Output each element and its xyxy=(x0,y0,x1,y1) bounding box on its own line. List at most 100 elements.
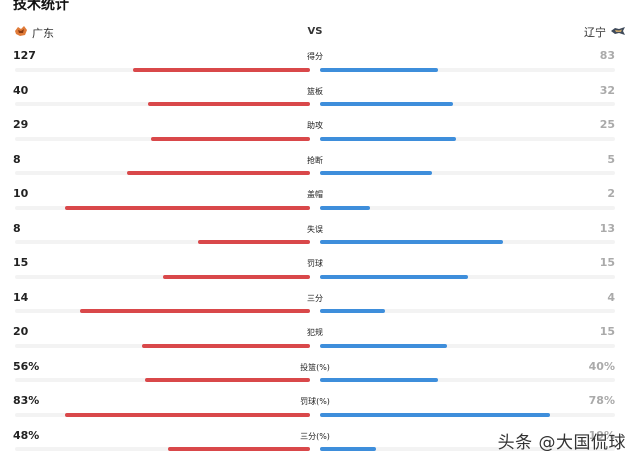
stats-list: 127 得分 83 40 篮板 32 29 助攻 25 8 抢断 5 10 盖帽 2 8 失误 13 15 罚球 15 1… xyxy=(0,44,640,458)
stat-right-value: 78% xyxy=(588,394,615,407)
stat-left-bar xyxy=(162,274,310,279)
stat-right-bar xyxy=(320,378,438,382)
stat-row: 40 篮板 32 xyxy=(0,79,640,114)
stat-row: 29 助攻 25 xyxy=(0,113,640,148)
stat-right-track xyxy=(320,378,615,382)
stat-left-value: 56% xyxy=(13,359,40,373)
page-title: 技术统计 xyxy=(13,0,69,13)
stat-right-value: 2 xyxy=(607,187,615,200)
stat-left-track xyxy=(15,205,310,210)
stat-left-bar xyxy=(65,412,310,417)
stat-left-track xyxy=(15,102,310,106)
match-header: 广东 VS 辽宁 xyxy=(0,22,640,44)
stat-left-value: 83% xyxy=(13,394,40,407)
stat-left-value: 20 xyxy=(13,325,29,338)
watermark: 头条 @大国侃球 xyxy=(497,433,626,453)
stat-right-value: 13 xyxy=(599,221,615,235)
stat-label: 罚球 xyxy=(307,259,323,268)
stat-label: 盖帽 xyxy=(307,190,323,199)
stat-row: 56% 投篮(%) 40% xyxy=(0,355,640,390)
stat-row: 14 三分 4 xyxy=(0,286,640,321)
stat-right-value: 15 xyxy=(599,256,615,269)
stat-left-bar xyxy=(65,205,310,210)
stat-left-bar xyxy=(168,447,310,451)
stat-left-value: 40 xyxy=(13,83,29,97)
stat-right-value: 25 xyxy=(599,118,615,131)
stat-row: 83% 罚球(%) 78% xyxy=(0,389,640,424)
stat-right-bar xyxy=(320,309,385,313)
stat-label: 犯规 xyxy=(307,328,323,337)
stat-right-track xyxy=(320,67,615,72)
stat-left-bar xyxy=(147,102,310,106)
team-right-name: 辽宁 xyxy=(584,26,606,39)
stat-right-track xyxy=(320,309,615,313)
stat-row: 8 抢断 5 xyxy=(0,148,640,183)
stat-label: 失误 xyxy=(307,224,323,234)
stat-right-track xyxy=(320,343,615,348)
stat-label: 得分 xyxy=(307,52,323,61)
team-left-name: 广东 xyxy=(32,26,54,40)
stat-label: 抢断 xyxy=(307,155,323,165)
stat-left-bar xyxy=(197,240,310,244)
stat-right-track xyxy=(320,205,615,210)
stat-right-bar xyxy=(320,447,377,451)
stat-row: 15 罚球 15 xyxy=(0,251,640,286)
stat-left-track xyxy=(15,412,310,417)
stat-right-bar xyxy=(320,240,503,244)
stat-right-bar xyxy=(320,171,433,175)
guangdong-team-logo-icon xyxy=(14,25,28,42)
stat-right-value: 83 xyxy=(599,49,615,62)
stat-right-value: 4 xyxy=(607,290,615,304)
stat-left-track xyxy=(15,171,310,175)
stat-left-value: 8 xyxy=(13,152,21,166)
stat-left-value: 14 xyxy=(13,290,29,304)
vs-label: VS xyxy=(307,26,323,37)
stat-right-bar xyxy=(320,412,551,417)
stat-right-bar xyxy=(320,205,371,210)
stat-row: 8 失误 13 xyxy=(0,217,640,252)
stat-right-value: 32 xyxy=(599,83,615,97)
stat-right-bar xyxy=(320,343,447,348)
stat-row: 20 犯规 15 xyxy=(0,320,640,355)
stat-right-value: 19% xyxy=(588,428,615,442)
stat-left-track xyxy=(15,309,310,313)
stat-row: 127 得分 83 xyxy=(0,44,640,79)
stat-label: 投篮(%) xyxy=(300,362,330,372)
stat-left-track xyxy=(15,343,310,348)
stat-left-bar xyxy=(133,67,310,72)
stat-right-track xyxy=(320,171,615,175)
stat-label: 篮板 xyxy=(307,86,323,96)
stat-right-bar xyxy=(320,274,468,279)
stat-right-track xyxy=(320,136,615,141)
stat-left-track xyxy=(15,447,310,451)
stat-left-value: 48% xyxy=(13,428,40,442)
team-right[interactable]: 辽宁 xyxy=(584,25,626,41)
stat-row: 10 盖帽 2 xyxy=(0,182,640,217)
stat-label: 助攻 xyxy=(307,121,323,130)
stat-right-track xyxy=(320,102,615,106)
stat-left-bar xyxy=(150,136,310,141)
stat-left-track xyxy=(15,240,310,244)
stat-right-value: 40% xyxy=(588,359,615,373)
stat-right-track xyxy=(320,240,615,244)
stat-right-bar xyxy=(320,67,438,72)
stat-label: 罚球(%) xyxy=(300,397,330,406)
team-left[interactable]: 广东 xyxy=(14,25,54,42)
stat-left-value: 29 xyxy=(13,118,29,131)
stat-left-bar xyxy=(79,309,310,313)
stat-left-value: 127 xyxy=(13,49,36,62)
stat-label: 三分(%) xyxy=(300,431,330,441)
stat-left-track xyxy=(15,136,310,141)
stat-right-track xyxy=(320,412,615,417)
stat-right-value: 5 xyxy=(607,152,615,166)
stat-right-bar xyxy=(320,136,456,141)
stat-row: 48% 三分(%) 19% xyxy=(0,424,640,459)
stat-right-bar xyxy=(320,102,453,106)
stat-right-track xyxy=(320,447,615,451)
stat-left-value: 15 xyxy=(13,256,29,269)
liaoning-team-logo-icon xyxy=(610,25,626,41)
stat-left-track xyxy=(15,274,310,279)
stat-right-value: 15 xyxy=(599,325,615,338)
stat-left-bar xyxy=(141,343,310,348)
stat-left-bar xyxy=(144,378,310,382)
